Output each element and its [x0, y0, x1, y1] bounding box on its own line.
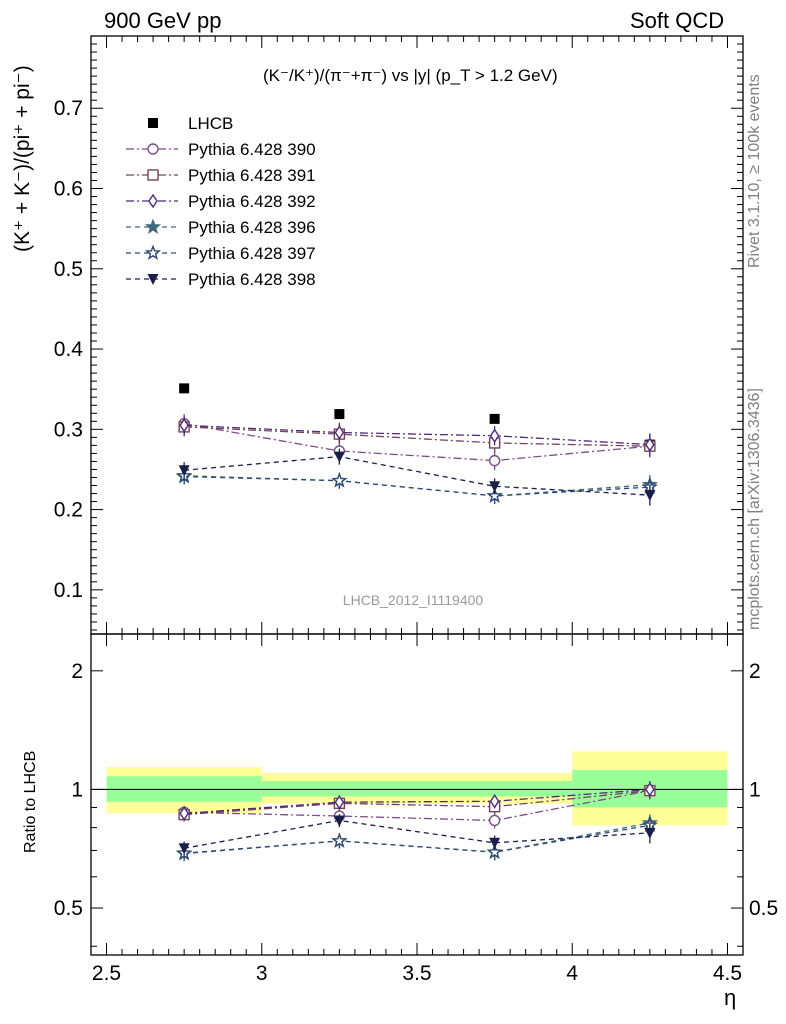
ratio-series-line [184, 822, 650, 855]
header-left: 900 GeV pp [104, 8, 222, 33]
y-tick-label: 0.3 [54, 418, 83, 441]
analysis-watermark: LHCB_2012_I1119400 [343, 592, 484, 608]
y-tick-label: 0.7 [54, 97, 83, 120]
legend-label-398: Pythia 6.428 398 [188, 270, 316, 289]
series-line [184, 424, 650, 446]
ratio-y-tick-label: 0.5 [54, 897, 83, 920]
ratio-point [178, 843, 190, 855]
legend-entry-1 [126, 143, 178, 155]
series-line [184, 476, 650, 497]
y-tick-label: 0.6 [54, 178, 83, 201]
ratio-point [489, 837, 501, 849]
data-point [333, 451, 345, 463]
legend-entry-0 [148, 118, 158, 128]
data-point [331, 472, 348, 488]
ratio-series-5 [178, 814, 656, 856]
ratio-green-band [261, 781, 417, 797]
legend-label-lhcb: LHCB [188, 114, 234, 133]
ratio-y-axis-label: Ratio to LHCB [22, 750, 39, 853]
series-4 [176, 468, 658, 504]
x-tick-label: 2.5 [92, 962, 121, 985]
data-point [486, 487, 503, 503]
legend-marker [148, 193, 158, 209]
ratio-series-line [184, 788, 650, 815]
legend-entry-5 [126, 244, 178, 260]
ratio-y-tick-label-right: 1 [749, 778, 761, 801]
data-point [488, 454, 501, 467]
ratio-series-line [184, 819, 650, 849]
legend-label-390: Pythia 6.428 390 [188, 140, 316, 159]
data-point [178, 465, 190, 477]
legend-marker [147, 143, 159, 155]
ratio-point [644, 827, 656, 839]
data-point [179, 418, 189, 433]
ratio-y-tick-label-right: 2 [749, 660, 761, 683]
data-point [489, 481, 501, 493]
x-tick-label: 4 [566, 962, 578, 985]
ratio-point [331, 832, 348, 848]
header-right: Soft QCD [630, 8, 725, 33]
legend-label-391: Pythia 6.428 391 [188, 166, 316, 185]
legend-marker [147, 274, 159, 285]
series-line [184, 423, 650, 462]
ratio-green-band [417, 781, 573, 797]
series-6 [178, 448, 656, 506]
main-y-axis-label: (K⁺ + K⁻)/(pi⁺ + pi⁻) [11, 65, 34, 252]
series-0 [179, 383, 655, 450]
x-tick-label: 4.5 [713, 962, 742, 985]
y-tick-label: 0.5 [54, 258, 83, 281]
series-line [184, 426, 650, 447]
mcplots-source-label: mcplots.cern.ch [arXiv:1306.3436] [746, 388, 763, 630]
series-2 [178, 417, 656, 458]
ratio-series-2 [179, 781, 655, 821]
legend-marker [148, 118, 158, 128]
rivet-version-label: Rivet 3.1.10, ≥ 100k events [746, 74, 763, 268]
legend-entry-6 [126, 274, 178, 285]
ratio-y-tick-label: 2 [71, 660, 83, 683]
ratio-point [488, 814, 501, 827]
ratio-point [486, 843, 503, 860]
legend-marker [144, 218, 162, 234]
plot-title: (K⁻/K⁺)/(π⁻+π⁻) vs |y| (p_T > 1.2 GeV) [263, 66, 558, 85]
y-tick-label: 0.4 [54, 338, 84, 361]
ratio-point [334, 794, 345, 810]
legend-label-397: Pythia 6.428 397 [188, 244, 316, 263]
y-tick-label: 0.2 [54, 499, 83, 522]
ratio-y-tick-label-right: 0.5 [749, 897, 778, 920]
y-tick-label: 0.1 [54, 579, 83, 602]
series-3 [179, 415, 655, 456]
series-line [184, 455, 650, 496]
legend-label-396: Pythia 6.428 396 [188, 218, 316, 237]
ratio-series-line [184, 789, 650, 816]
data-point [179, 383, 190, 394]
legend-entry-3 [126, 193, 178, 209]
legend-entry-2 [126, 169, 178, 181]
data-point [644, 490, 656, 502]
data-point [334, 425, 345, 440]
ratio-point [645, 782, 655, 797]
legend-entry-4 [126, 218, 178, 234]
ratio-series-line [184, 789, 650, 822]
data-point [489, 413, 500, 424]
x-axis-label: η [724, 985, 737, 1010]
legend-marker [147, 169, 159, 181]
x-tick-label: 3 [256, 962, 268, 985]
ratio-point [333, 815, 345, 827]
series-5 [176, 467, 658, 504]
ratio-series-line [184, 824, 650, 854]
data-point [489, 428, 500, 443]
ratio-y-tick-label: 1 [71, 778, 83, 801]
ratio-point [489, 794, 500, 809]
ratio-point [179, 806, 189, 821]
legend-label-392: Pythia 6.428 392 [188, 192, 316, 211]
data-point [645, 437, 655, 452]
legend-marker [144, 244, 162, 260]
data-point [334, 409, 345, 420]
x-tick-label: 3.5 [402, 962, 431, 985]
series-line [184, 475, 650, 497]
series-1 [178, 414, 656, 471]
